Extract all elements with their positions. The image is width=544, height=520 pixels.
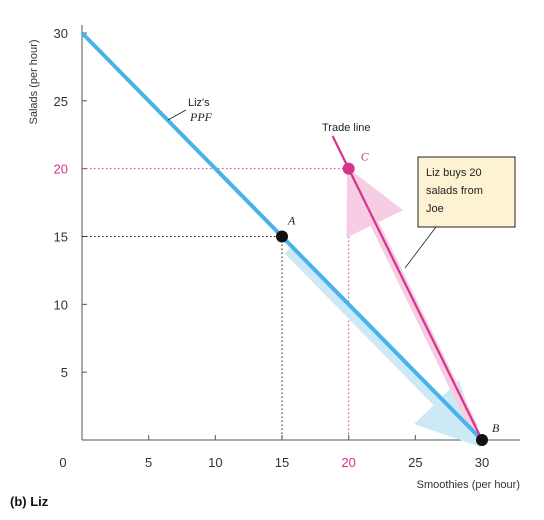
trade-line (331, 135, 483, 441)
y-tick-label: 15 (54, 230, 68, 245)
callout-leader (404, 226, 437, 269)
y-tick-label: 30 (54, 26, 68, 41)
point-a (276, 230, 288, 243)
callout-box (417, 156, 516, 228)
x-tick-labels: 0 5 10 15 20 25 30 (59, 455, 489, 470)
trade-line-label: Trade line (322, 122, 371, 134)
ppf-label-leader (167, 109, 187, 121)
x-tick-label: 10 (208, 455, 222, 470)
y-tick-label: 20 (54, 162, 68, 177)
x-tick-label: 15 (275, 455, 289, 470)
x-tick-label: 25 (408, 455, 422, 470)
y-tick-label: 25 (54, 94, 68, 109)
ppf-movement-arrow (284, 247, 481, 447)
y-tick-label: 10 (54, 297, 68, 312)
x-tick-label: 0 (59, 455, 66, 470)
point-c (342, 162, 355, 175)
y-axis-title: Salads (per hour) (28, 40, 40, 125)
x-axis-title: Smoothies (per hour) (417, 479, 520, 491)
ppf-label: Liz's (188, 97, 210, 109)
point-label-a: A (287, 214, 296, 228)
y-tick-label: 5 (61, 365, 68, 380)
point-label-c: C (361, 150, 370, 164)
point-b (476, 434, 488, 446)
panel-label: (b) Liz (10, 494, 49, 509)
point-label-b: B (492, 421, 500, 435)
x-tick-label: 30 (475, 455, 489, 470)
callout-text: Joe (426, 203, 444, 215)
callout-text: Liz buys 20 (426, 167, 482, 179)
x-tick-label: 20 (341, 455, 355, 470)
callout-text: salads from (426, 185, 483, 197)
ppf-label-italic: PPF (189, 110, 213, 124)
chart-marks (80, 25, 520, 447)
y-tick-labels: 30 25 20 15 10 5 (54, 26, 68, 380)
callout: Liz buys 20 salads from Joe (417, 156, 516, 228)
x-tick-label: 5 (145, 455, 152, 470)
